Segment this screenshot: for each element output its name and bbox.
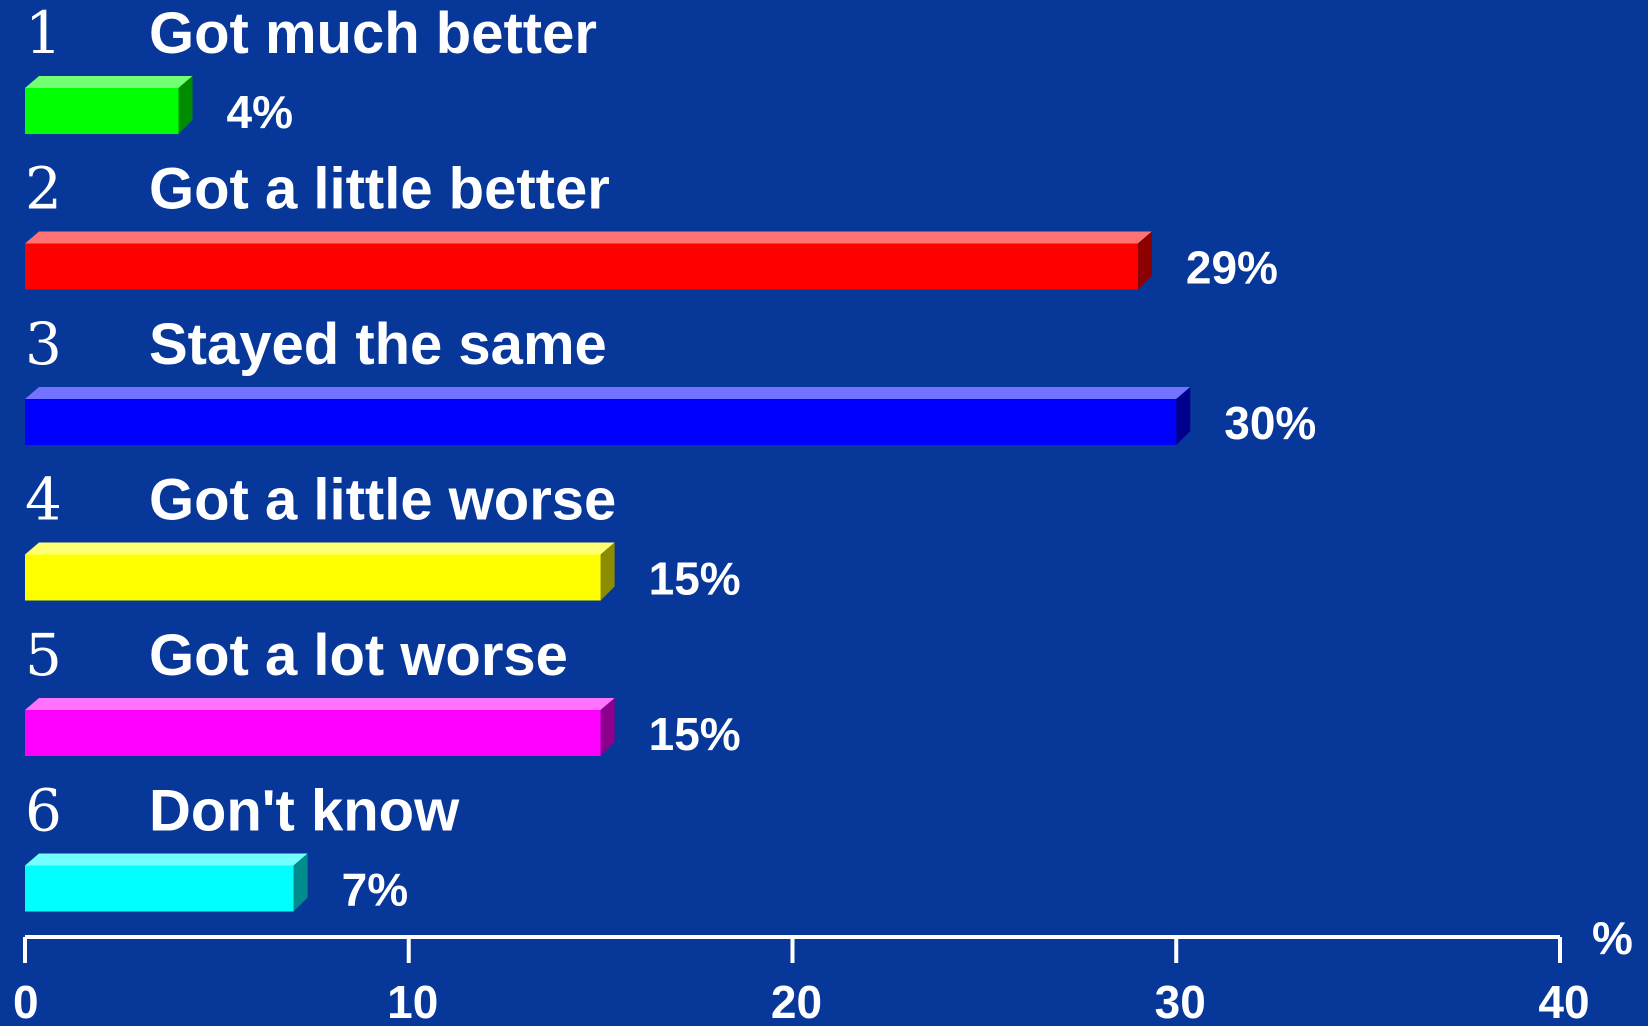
category-label: Don't know (149, 779, 460, 844)
category-number: 2 (25, 155, 62, 223)
category-label: Got much better (149, 1, 597, 66)
bar (25, 554, 601, 601)
value-label: 4% (227, 86, 293, 138)
bar-side-face (1137, 231, 1152, 290)
value-label: 30% (1224, 397, 1316, 449)
bar (25, 88, 179, 134)
bar-top-face (25, 76, 193, 88)
bar-row-5: 5 Got a lot worse 15% (25, 621, 741, 760)
chart-rows: 1 Got much better 4% 2 Got a little better 29… (25, 0, 1316, 916)
bar-row-4: 4 Got a little worse 15% (25, 466, 741, 605)
bar (25, 865, 294, 912)
category-number: 3 (25, 310, 62, 378)
bar-top-face (25, 231, 1152, 244)
value-label: 29% (1186, 242, 1278, 294)
bar-row-3: 3 Stayed the same 30% (25, 310, 1316, 449)
category-number: 1 (25, 0, 62, 67)
bar-row-6: 6 Don't know 7% (25, 777, 460, 916)
bar-top-face (25, 853, 308, 866)
category-label: Got a lot worse (149, 623, 568, 688)
category-number: 6 (25, 777, 62, 845)
bar-side-face (293, 853, 308, 912)
x-tick-label: 40 (1538, 976, 1589, 1026)
value-label: 15% (649, 553, 741, 605)
value-label: 7% (342, 864, 408, 916)
x-tick-label: 10 (387, 976, 438, 1026)
x-tick-label: 30 (1155, 976, 1206, 1026)
bar-row-1: 1 Got much better 4% (25, 0, 597, 138)
bar-side-face (600, 698, 615, 756)
bar (25, 243, 1138, 290)
bar (25, 399, 1177, 445)
x-tick-label: 0 (13, 976, 39, 1026)
bar-side-face (600, 542, 615, 601)
x-tick-label: 20 (771, 976, 822, 1026)
bar-top-face (25, 698, 615, 710)
value-label: 15% (649, 708, 741, 760)
bar-row-2: 2 Got a little better 29% (25, 155, 1278, 294)
x-axis-unit: % (1592, 912, 1633, 964)
bar (25, 710, 601, 756)
bar-top-face (25, 542, 615, 555)
category-number: 4 (25, 466, 62, 534)
bar-side-face (1176, 387, 1191, 445)
bar-top-face (25, 387, 1191, 399)
x-axis: 0 10 20 30 40% (13, 912, 1633, 1026)
category-label: Got a little better (149, 157, 610, 222)
category-label: Stayed the same (149, 312, 607, 377)
category-number: 5 (25, 621, 62, 689)
category-label: Got a little worse (149, 468, 616, 533)
bar-side-face (178, 76, 193, 134)
